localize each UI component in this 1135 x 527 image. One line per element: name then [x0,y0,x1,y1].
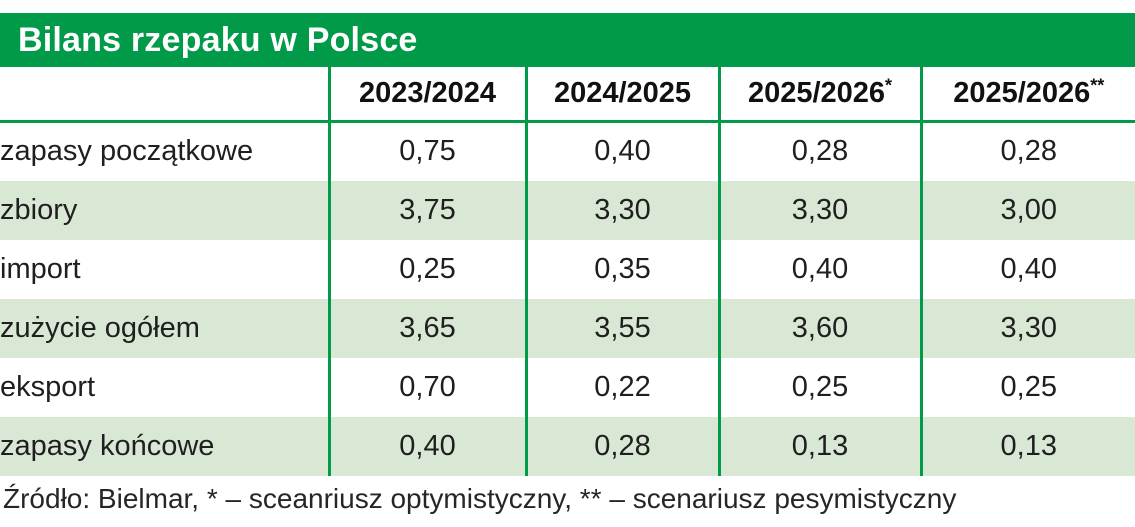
table-row-import: import 0,25 0,35 0,40 0,40 [0,239,1135,299]
column-header-marker: * [885,75,893,96]
column-header-2023-2024: 2023/2024 [327,67,526,123]
table-cell: 0,25 [327,239,526,299]
header-row: 2023/2024 2024/2025 2025/2026* 2025/2026… [0,67,1135,123]
row-label: zużycie ogółem [0,311,200,344]
table-row-zuzycie-ogolem: zużycie ogółem 3,65 3,55 3,60 3,30 [0,298,1135,358]
column-header-label: 2025/2026 [953,77,1091,109]
table-cell: 0,40 [327,416,526,476]
column-header-2025-2026-optimistic: 2025/2026* [717,67,921,123]
table-cell: 3,60 [717,298,921,358]
row-label: zapasy początkowe [0,135,254,168]
row-label: eksport [0,370,96,403]
balance-table: 2023/2024 2024/2025 2025/2026* 2025/2026… [0,67,1135,476]
table-cell: 0,28 [524,416,719,476]
table-cell: 3,65 [327,298,526,358]
table-cell: 0,40 [919,239,1135,299]
table-title-bar: Bilans rzepaku w Polsce [0,13,1135,67]
column-header-label: 2023/2024 [358,77,497,109]
row-label: zapasy końcowe [0,429,215,462]
table-cell: 0,28 [919,121,1135,181]
table-cell: 3,30 [524,180,719,240]
column-header-2025-2026-pessimistic: 2025/2026** [919,67,1135,123]
column-header-2024-2025: 2024/2025 [524,67,719,123]
table-title: Bilans rzepaku w Polsce [18,21,418,59]
table-cell: 3,75 [327,180,526,240]
table-cell: 0,40 [717,239,921,299]
corner-cell [0,67,329,123]
table-cell: 0,25 [717,357,921,417]
table-cell: 0,13 [919,416,1135,476]
table-cell: 0,22 [524,357,719,417]
column-header-marker: ** [1090,75,1105,96]
table-cell: 0,70 [327,357,526,417]
row-label: import [0,252,81,285]
column-header-label: 2024/2025 [553,77,692,109]
table-cell: 0,13 [717,416,921,476]
table-cell: 3,30 [717,180,921,240]
table-row-zapasy-poczatkowe: zapasy początkowe 0,75 0,40 0,28 0,28 [0,121,1135,181]
table-row-zapasy-koncowe: zapasy końcowe 0,40 0,28 0,13 0,13 [0,416,1135,476]
table-cell: 0,75 [327,121,526,181]
table-cell: 3,55 [524,298,719,358]
source-note: Źródło: Bielmar, * – sceanriusz optymist… [3,482,957,514]
table-cell: 0,35 [524,239,719,299]
table-row-eksport: eksport 0,70 0,22 0,25 0,25 [0,357,1135,417]
table-cell: 0,28 [717,121,921,181]
table-cell: 0,25 [919,357,1135,417]
table-row-zbiory: zbiory 3,75 3,30 3,30 3,00 [0,180,1135,240]
column-header-label: 2025/2026 [747,77,886,109]
table-cell: 3,30 [919,298,1135,358]
table-cell: 3,00 [919,180,1135,240]
row-label: zbiory [0,193,78,226]
table-cell: 0,40 [524,121,719,181]
